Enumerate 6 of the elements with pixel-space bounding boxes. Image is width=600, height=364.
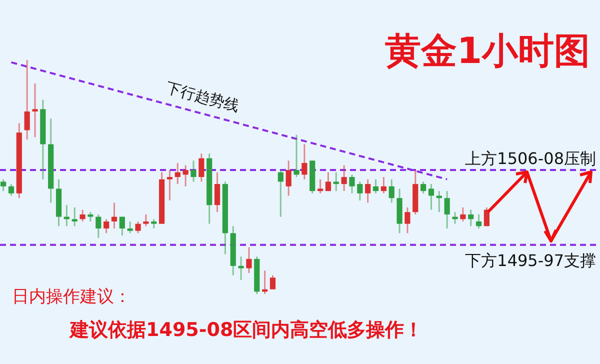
text: 建议依据1495-08区间内高空低多操作！ [68,319,424,341]
annotation: 下行趋势线 [164,78,242,116]
annotation: 日内操作建议： [12,287,131,307]
chart-title: 黄金1小时图 [384,31,590,72]
ref-line-label: 下方1495-97支撑 [465,250,596,270]
ref-line-label: 上方1506-08压制 [465,148,596,168]
